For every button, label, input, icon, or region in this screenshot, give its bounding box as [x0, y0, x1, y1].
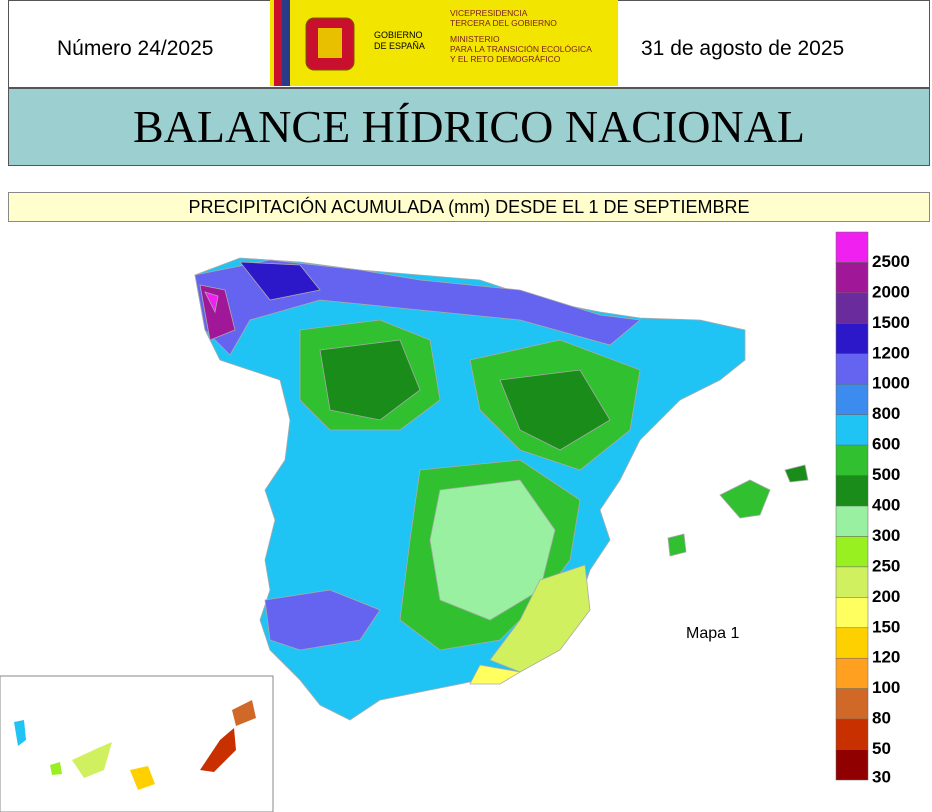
legend-swatch: [835, 292, 869, 324]
legend-swatch: [835, 383, 869, 415]
legend-swatch: [835, 657, 869, 689]
legend-label: 80: [872, 709, 891, 728]
legend-label: 300: [872, 526, 900, 545]
bulletin-date: 31 de agosto de 2025: [641, 37, 845, 60]
legend-label: 250: [872, 556, 900, 575]
legend-label: 500: [872, 465, 900, 484]
legend-swatch: [835, 414, 869, 446]
legend-swatch: [835, 231, 869, 263]
legend-swatch: [835, 597, 869, 629]
logo: GOBIERNO DE ESPAÑA VICEPRESIDENCIA TERCE…: [270, 0, 618, 86]
legend-swatch: [835, 475, 869, 507]
bulletin-number: Número 24/2025: [57, 37, 214, 60]
subtitle: PRECIPITACIÓN ACUMULADA (mm) DESDE EL 1 …: [8, 192, 930, 222]
legend-label: 2500: [872, 252, 910, 271]
legend-swatch: [835, 718, 869, 750]
legend-label: 1200: [872, 343, 910, 362]
peninsula: [194, 257, 746, 721]
legend-swatch: [835, 566, 869, 598]
text-line: VICEPRESIDENCIA: [450, 8, 528, 18]
text-line: TERCERA DEL GOBIERNO: [450, 18, 557, 28]
legend-label: 30: [872, 767, 891, 786]
islands: [667, 464, 809, 557]
legend-swatch: [835, 444, 869, 476]
legend-swatch: [835, 353, 869, 385]
legend-label: 50: [872, 739, 891, 758]
legend-label: 1000: [872, 374, 910, 393]
text-line: GOBIERNO: [374, 30, 423, 40]
ministry-text: VICEPRESIDENCIA TERCERA DEL GOBIERNO MIN…: [450, 8, 592, 64]
map-label: Mapa 1: [686, 625, 739, 642]
legend-swatch: [835, 688, 869, 720]
legend-label: 800: [872, 404, 900, 423]
legend: 2500 2000 1500 1200 1000 800 600 500 400 300 250 20…: [835, 231, 910, 786]
logo-emblem: [274, 0, 355, 86]
legend-label: 200: [872, 587, 900, 606]
legend-label: 150: [872, 617, 900, 636]
header: Número 24/2025 31 de agosto de 2025: [8, 0, 930, 88]
title: BALANCE HÍDRICO NACIONAL: [8, 88, 930, 166]
legend-swatch: [835, 627, 869, 659]
legend-label: 600: [872, 435, 900, 454]
canary-islands: [14, 700, 256, 790]
legend-label: 2000: [872, 282, 910, 301]
text-line: Y EL RETO DEMOGRÁFICO: [450, 54, 561, 64]
legend-swatch: [835, 505, 869, 537]
legend-swatch: [835, 536, 869, 568]
legend-label: 400: [872, 495, 900, 514]
legend-swatch: [835, 323, 869, 355]
legend-label: 100: [872, 678, 900, 697]
text-line: PARA LA TRANSICIÓN ECOLÓGICA: [450, 44, 592, 54]
legend-swatch: [835, 262, 869, 294]
text-line: MINISTERIO: [450, 34, 500, 44]
text-line: DE ESPAÑA: [374, 41, 425, 51]
legend-swatch: [835, 749, 869, 781]
legend-label: 120: [872, 648, 900, 667]
legend-label: 1500: [872, 313, 910, 332]
government-text: GOBIERNO DE ESPAÑA: [374, 30, 425, 52]
